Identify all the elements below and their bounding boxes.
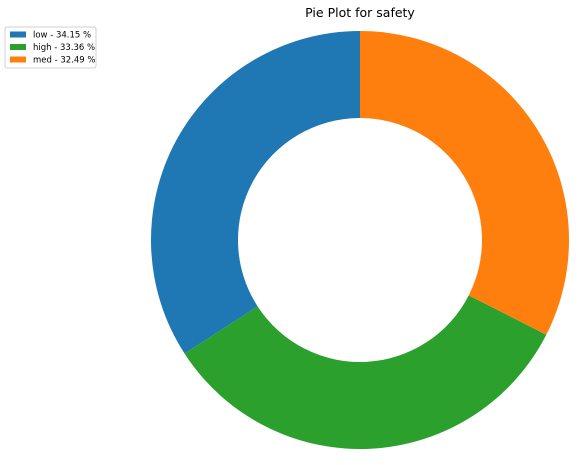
- legend-swatch-low: [10, 31, 26, 38]
- legend-label-med: med - 32.49 %: [33, 56, 96, 66]
- legend: low - 34.15 % high - 33.36 % med - 32.49 %: [4, 26, 97, 69]
- legend-label-high: high - 33.36 %: [33, 43, 95, 53]
- legend-swatch-high: [10, 44, 26, 50]
- pie-slices: [150, 31, 570, 450]
- pie-slice-high: [184, 295, 547, 450]
- legend-label-low: low - 34.15 %: [33, 31, 91, 41]
- pie-slice-med: [360, 31, 570, 335]
- pie-slice-low: [150, 31, 360, 354]
- legend-items: low - 34.15 % high - 33.36 % med - 32.49 %: [10, 31, 96, 66]
- legend-frame: [4, 26, 97, 69]
- chart-title: Pie Plot for safety: [305, 5, 415, 20]
- legend-swatch-med: [10, 56, 26, 63]
